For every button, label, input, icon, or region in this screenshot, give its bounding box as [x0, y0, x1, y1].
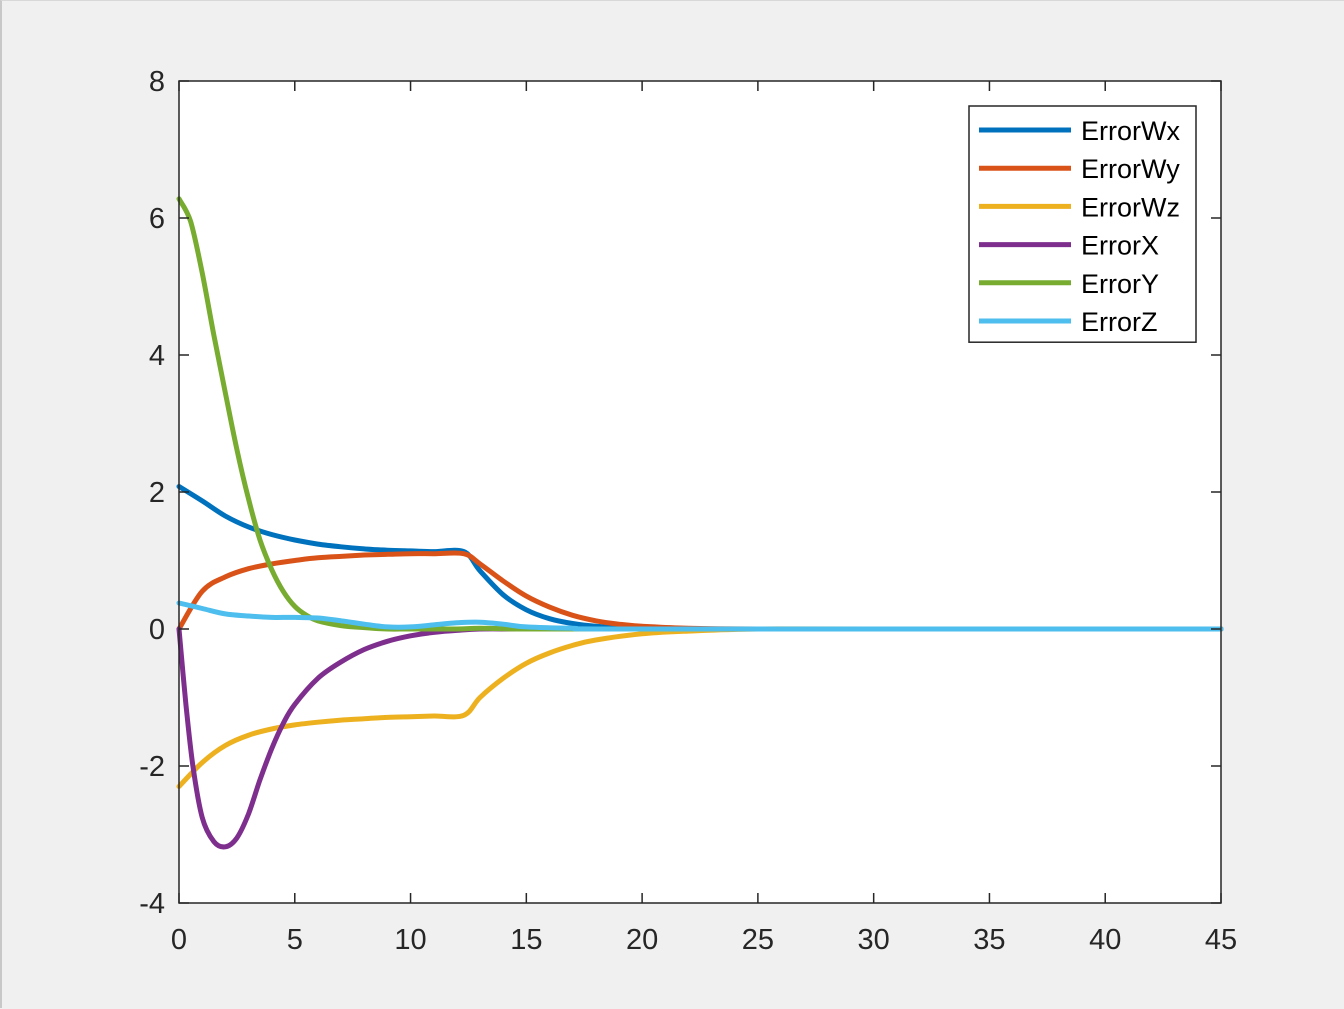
legend-label: ErrorX: [1081, 231, 1159, 261]
series-layer: [176, 196, 1224, 850]
x-tick-label: 35: [973, 924, 1005, 956]
legend-label: ErrorY: [1081, 269, 1159, 299]
x-tick-label: 45: [1205, 924, 1237, 956]
x-tick-label: 0: [171, 924, 187, 956]
legend-label: ErrorZ: [1081, 307, 1158, 337]
y-tick-label: 2: [149, 477, 165, 509]
legend-label: ErrorWx: [1081, 116, 1180, 146]
y-tick-label: -2: [139, 751, 165, 783]
x-tick-label: 30: [858, 924, 890, 956]
legend-label: ErrorWz: [1081, 192, 1180, 222]
x-tick-label: 10: [394, 924, 426, 956]
y-tick-label: 8: [149, 66, 165, 98]
legend-box: [968, 105, 1197, 343]
x-tick-label: 15: [510, 924, 542, 956]
ticks-layer: 0 5 10 15 20 25 30 35 40 45 -4 -2 0 2 4 6 8: [139, 66, 1237, 956]
x-tick-label: 5: [287, 924, 303, 956]
x-tick-label: 40: [1089, 924, 1121, 956]
series-line-errorz: [176, 600, 1224, 632]
legend-label: ErrorWy: [1081, 154, 1180, 184]
y-tick-label: 0: [149, 614, 165, 646]
x-tick-label: 20: [626, 924, 658, 956]
legend: ErrorWx ErrorWy ErrorWz ErrorX ErrorY ErrorZ: [968, 105, 1197, 343]
y-tick-label: -4: [139, 888, 165, 920]
x-tick-label: 25: [742, 924, 774, 956]
y-tick-label: 6: [149, 203, 165, 235]
y-tick-label: 4: [149, 340, 165, 372]
